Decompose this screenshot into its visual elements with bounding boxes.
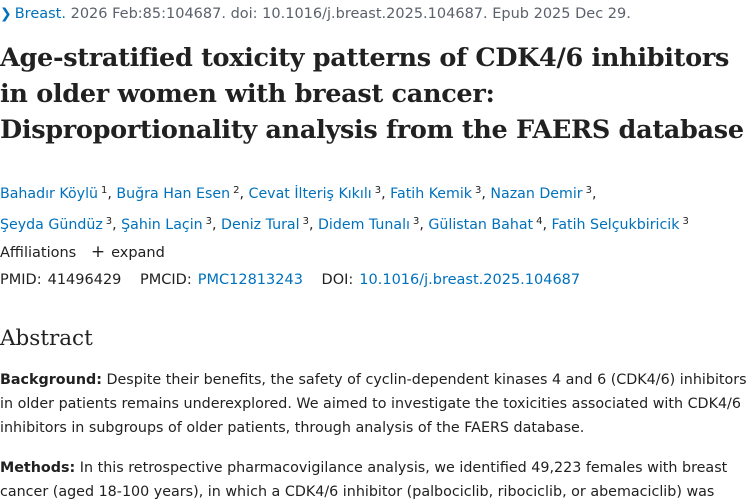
author-link[interactable]: Fatih Kemik — [390, 186, 473, 202]
affiliation-number[interactable]: 3 — [585, 185, 592, 196]
journal-link[interactable]: Breast. — [14, 6, 66, 22]
affiliation-number[interactable]: 4 — [536, 216, 543, 227]
author-separator: , — [112, 217, 122, 233]
author-link[interactable]: Nazan Demir — [490, 186, 583, 202]
pmid-label: PMID: — [0, 272, 42, 288]
abstract-heading: Abstract — [0, 326, 93, 351]
author-separator: , — [212, 217, 222, 233]
author-item: Şeyda Gündüz 3, — [0, 216, 122, 233]
affiliation-number[interactable]: 3 — [412, 216, 420, 227]
affiliation-number[interactable]: 3 — [682, 216, 689, 227]
pmcid-link[interactable]: PMC12813243 — [197, 272, 303, 288]
chevron-right-icon: ❯ — [0, 6, 12, 22]
affiliations-row: Affiliations + expand — [0, 242, 165, 262]
author-link[interactable]: Fatih Selçukbiricik — [551, 217, 680, 233]
author-item: Fatih Kemik 3, — [390, 185, 491, 202]
expand-affiliations-button[interactable]: + expand — [90, 242, 165, 262]
author-item: Gülistan Bahat 4, — [428, 216, 552, 233]
affiliations-label: Affiliations — [0, 245, 77, 261]
background-label: Background: — [0, 372, 102, 388]
author-item: Şahin Laçin 3, — [121, 216, 222, 233]
affiliation-number[interactable]: 3 — [302, 216, 309, 227]
author-link[interactable]: Cevat İlteriş Kıkılı — [248, 186, 372, 202]
author-separator: , — [381, 186, 391, 202]
methods-text: In this retrospective pharmacovigilance … — [0, 460, 728, 500]
affiliation-number[interactable]: 3 — [475, 185, 482, 196]
author-item: Nazan Demir 3, — [490, 185, 597, 202]
pmid-value: 41496429 — [47, 272, 122, 288]
author-item: Didem Tunalı 3, — [317, 216, 429, 233]
author-item: Cevat İlteriş Kıkılı 3, — [248, 185, 391, 202]
expand-label: expand — [111, 245, 165, 261]
article-title: Age-stratified toxicity patterns of CDK4… — [0, 43, 744, 145]
author-separator: , — [107, 186, 117, 202]
author-link[interactable]: Didem Tunalı — [317, 217, 410, 233]
author-item: Deniz Tural 3, — [221, 216, 318, 233]
author-separator: , — [592, 186, 597, 202]
author-separator: , — [239, 186, 249, 202]
author-item: Buğra Han Esen 2, — [116, 185, 249, 202]
doi-label: DOI: — [321, 272, 354, 288]
author-separator: , — [481, 186, 491, 202]
abstract-background: Background: Despite their benefits, the … — [0, 368, 750, 440]
author-link[interactable]: Şeyda Gündüz — [0, 217, 103, 233]
author-item: Bahadır Köylü 1, — [0, 185, 117, 202]
plus-icon: + — [90, 242, 106, 262]
pmcid-label: PMCID: — [140, 272, 192, 288]
doi-link[interactable]: 10.1016/j.breast.2025.104687 — [359, 272, 581, 288]
abstract-methods: Methods: In this retrospective pharmacov… — [0, 456, 750, 504]
background-text: Despite their benefits, the safety of cy… — [0, 372, 747, 436]
affiliation-number[interactable]: 3 — [105, 216, 113, 227]
author-separator: , — [419, 217, 429, 233]
author-link[interactable]: Gülistan Bahat — [428, 217, 534, 233]
author-link[interactable]: Şahin Laçin — [121, 217, 203, 233]
author-item: Fatih Selçukbiricik 3 — [551, 216, 689, 233]
author-separator: , — [308, 217, 318, 233]
identifiers-row: PMID: 41496429 PMCID: PMC12813243 DOI: 10.1… — [0, 270, 580, 290]
author-link[interactable]: Buğra Han Esen — [116, 186, 231, 202]
affiliation-number[interactable]: 3 — [205, 216, 213, 227]
author-separator: , — [542, 217, 552, 233]
affiliation-number[interactable]: 2 — [233, 185, 240, 196]
author-link[interactable]: Deniz Tural — [221, 217, 300, 233]
affiliation-number[interactable]: 3 — [374, 185, 382, 196]
author-list: Bahadır Köylü 1, Buğra Han Esen 2, Cevat İ… — [0, 177, 750, 239]
affiliation-number[interactable]: 1 — [101, 185, 108, 196]
citation-details: 2026 Feb:85:104687. doi: 10.1016/j.breas… — [70, 6, 631, 22]
methods-label: Methods: — [0, 460, 76, 476]
author-link[interactable]: Bahadır Köylü — [0, 186, 99, 202]
citation-line: ❯ Breast. 2026 Feb:85:104687. doi: 10.101… — [0, 4, 631, 24]
